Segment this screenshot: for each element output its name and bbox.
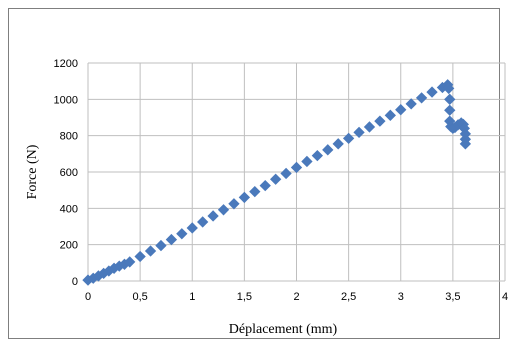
y-axis-label: Force (N)	[25, 144, 40, 199]
data-point	[155, 239, 167, 252]
data-point	[197, 216, 209, 228]
x-axis-label: Déplacement (mm)	[229, 322, 338, 337]
data-point	[238, 191, 251, 204]
x-tick-label: 2	[293, 291, 299, 303]
x-tick-label: 0,5	[132, 291, 147, 303]
data-point	[301, 155, 313, 168]
data-point	[144, 245, 157, 257]
x-tick-label: 3	[398, 291, 404, 303]
y-tick-label: 1000	[54, 94, 78, 106]
data-point	[353, 126, 365, 139]
data-point	[249, 185, 261, 198]
x-tick-label: 1	[189, 291, 195, 303]
data-point	[290, 161, 303, 174]
x-tick-label: 4	[502, 291, 508, 303]
y-tick-label: 800	[60, 131, 78, 143]
y-tick-label: 600	[60, 167, 78, 179]
y-tick-label: 0	[72, 276, 78, 288]
x-tick-label: 3,5	[445, 291, 460, 303]
data-point	[444, 104, 456, 116]
data-point	[332, 138, 344, 150]
data-point	[322, 144, 334, 156]
data-point	[186, 222, 198, 234]
data-point	[415, 92, 428, 104]
x-tick-labels: 0 0,5 1 1,5 2 2,5 3 3,5 4	[85, 291, 508, 303]
x-tick-label: 0	[85, 291, 91, 303]
y-tick-label: 400	[60, 203, 78, 215]
y-tick-labels: 0 200 400 600 800 1000 1200	[54, 58, 78, 288]
data-point	[269, 173, 282, 185]
data-point	[374, 115, 386, 127]
data-point	[342, 132, 355, 145]
data-point	[444, 93, 456, 105]
data-point	[363, 121, 376, 133]
grid	[87, 62, 506, 282]
data-point	[217, 204, 230, 216]
data-point	[311, 149, 324, 162]
y-tick-label: 1200	[54, 58, 78, 70]
y-tick-label: 200	[60, 240, 78, 252]
data-point	[165, 233, 178, 246]
data-point	[405, 98, 417, 110]
data-point	[259, 179, 271, 192]
data-point	[459, 138, 472, 150]
data-point	[207, 210, 219, 222]
data-point	[426, 86, 438, 98]
x-tick-label: 2,5	[341, 291, 356, 303]
x-tick-label: 1,5	[237, 291, 252, 303]
data-point	[395, 104, 407, 116]
data-point	[176, 228, 188, 240]
data-point	[280, 167, 292, 180]
data-point	[384, 109, 396, 121]
data-point	[228, 198, 240, 210]
data-points	[82, 79, 472, 286]
data-point	[134, 250, 146, 263]
